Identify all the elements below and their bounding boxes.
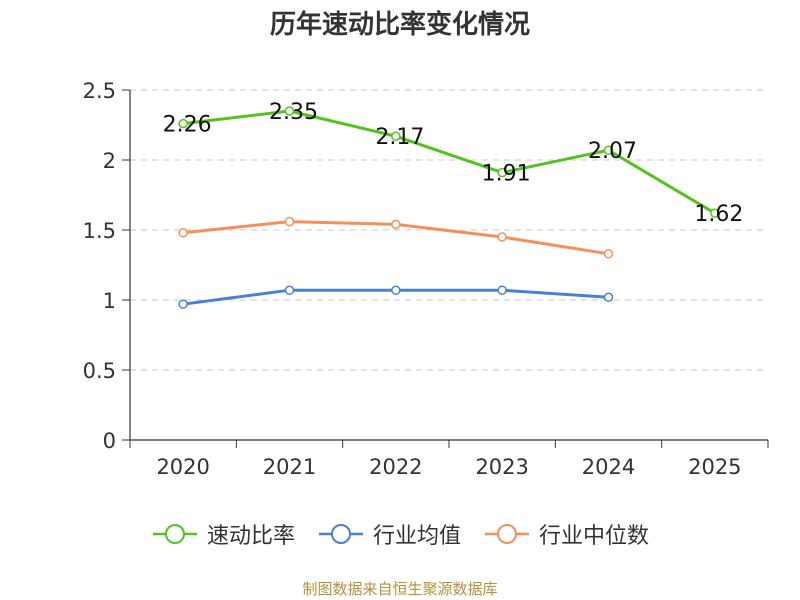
data-point	[497, 232, 507, 242]
data-label: 1.91	[482, 162, 531, 187]
y-tick-label: 1.5	[83, 219, 116, 243]
data-point	[497, 167, 507, 178]
y-tick-label: 2	[103, 149, 116, 173]
data-point	[603, 145, 614, 155]
data-label: 2.07	[588, 139, 637, 164]
data-point	[497, 285, 507, 295]
y-tick-label: 1	[103, 289, 116, 313]
data-point	[391, 285, 401, 295]
data-point	[284, 106, 295, 116]
data-label: 2.35	[269, 100, 318, 125]
legend-item-industry-mean[interactable]: 行业均值	[317, 518, 461, 550]
data-point	[391, 131, 401, 141]
data-point	[284, 216, 295, 227]
source-note: 制图数据来自恒生聚源数据库	[302, 580, 498, 598]
data-point	[284, 285, 295, 295]
y-tick-label: 0.5	[83, 359, 116, 383]
legend-label: 行业中位数	[539, 524, 650, 549]
y-tick-label: 0	[103, 429, 116, 453]
data-point	[710, 208, 720, 218]
data-point	[178, 118, 188, 129]
x-tick-label: 2025	[688, 455, 741, 479]
data-point	[603, 292, 614, 302]
x-tick-label: 2020	[156, 455, 209, 479]
legend-line-icon	[152, 524, 197, 544]
legend: 速动比率 行业均值 行业中位数	[0, 518, 800, 550]
data-point	[178, 299, 188, 309]
data-label: 1.62	[694, 202, 743, 227]
x-tick-label: 2022	[369, 455, 422, 479]
data-point	[603, 249, 614, 259]
chart-title: 历年速动比率变化情况	[269, 10, 530, 40]
legend-line-icon	[318, 524, 363, 544]
legend-item-industry-median[interactable]: 行业中位数	[483, 518, 649, 550]
x-tick-label: 2023	[475, 455, 528, 479]
x-tick-label: 2021	[263, 455, 316, 479]
data-point	[391, 219, 401, 230]
data-label: 2.17	[375, 125, 424, 150]
legend-label: 行业均值	[372, 524, 461, 549]
series-lines	[178, 106, 720, 309]
legend-line-icon	[485, 524, 529, 544]
legend-label: 速动比率	[206, 524, 295, 549]
series-line	[182, 109, 716, 215]
data-label: 2.26	[163, 113, 212, 138]
data-labels: 2.26 2.35 2.17 1.91 2.07 1.62	[163, 100, 744, 227]
axes: 0 0.5 1 1.5 2 2.5 2020 2021 2022 2023 2024 2025	[83, 79, 769, 479]
legend-item-quick-ratio[interactable]: 速动比率	[151, 518, 295, 550]
data-point	[178, 228, 188, 238]
y-tick-label: 2.5	[83, 79, 116, 103]
x-tick-label: 2024	[582, 455, 635, 479]
